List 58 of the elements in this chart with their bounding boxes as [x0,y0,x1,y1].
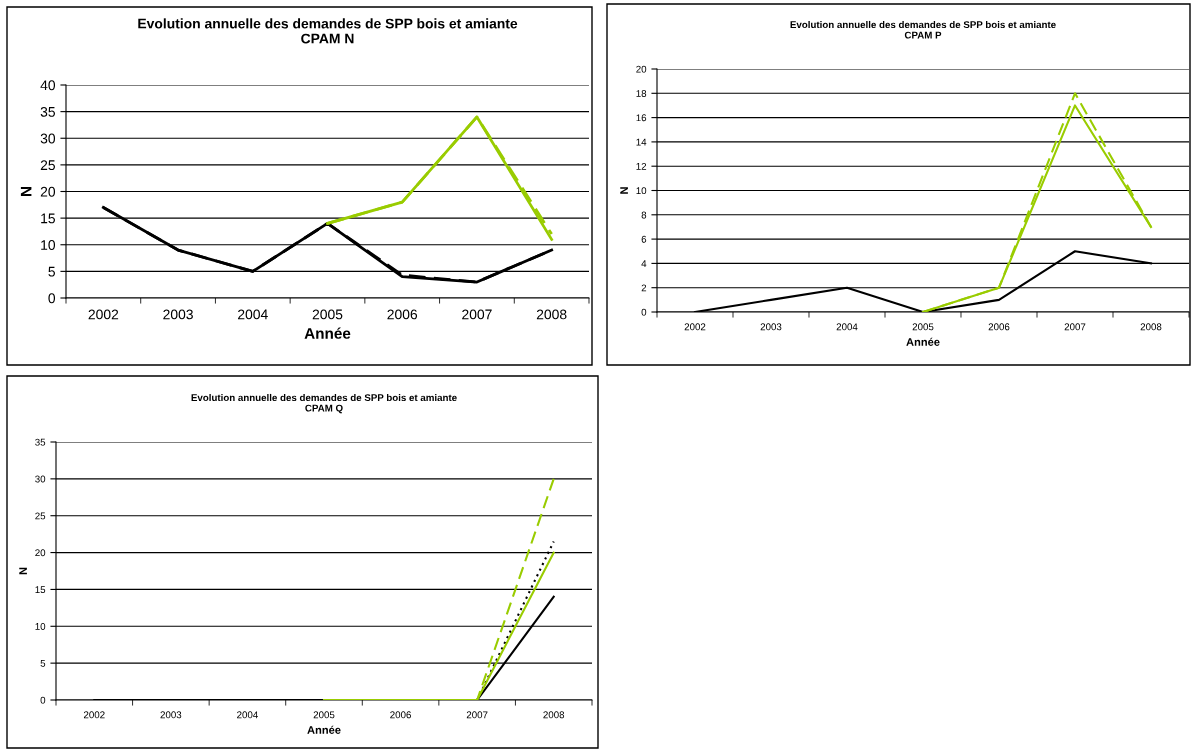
chart-title: Evolution annuelle des demandes de SPP bois et amiante CPAM P [790,20,1056,39]
y-tick-label: 10 [35,623,46,630]
x-tick-label: 2005 [312,309,343,320]
chart-title: Evolution annuelle des demandes de SPP bois et amiante CPAM N [138,18,518,44]
x-tick-label: 2006 [390,711,411,719]
y-tick-label: 10 [636,187,647,195]
y-tick-label: 6 [641,235,647,243]
y-tick-label: 35 [35,438,46,446]
x-tick-label: 2007 [462,309,492,320]
y-tick-label: 30 [35,475,46,483]
x-tick-label: 2007 [466,711,488,719]
x-tick-label: 2002 [83,711,105,719]
x-tick-label: 2008 [543,711,565,719]
y-tick-label: 18 [636,90,647,97]
x-tick-label: 2004 [836,323,858,331]
x-tick-label: 2002 [88,309,119,320]
y-tick-label: 12 [636,162,647,170]
y-axis-title: N [620,187,628,194]
y-tick-label: 20 [636,65,647,73]
y-tick-label: 5 [40,659,46,667]
chart-title: Evolution annuelle des demandes de SPP bois et amiante CPAM Q [191,393,457,414]
y-tick-label: 10 [41,240,56,250]
x-tick-label: 2007 [1064,323,1086,331]
y-tick-label: 0 [641,308,647,316]
y-tick-label: 25 [40,160,55,171]
y-tick-label: 30 [40,133,56,144]
x-tick-label: 2005 [313,711,335,719]
x-tick-label: 2003 [760,323,782,331]
x-tick-label: 2005 [912,323,934,331]
y-tick-label: 25 [35,512,46,520]
y-tick-label: 5 [48,266,55,277]
x-tick-label: 2008 [536,309,567,320]
x-tick-label: 2004 [237,711,258,719]
x-axis-title: Année [906,337,940,346]
y-axis-title: N [20,187,32,196]
x-axis-title: Année [304,327,351,339]
x-tick-label: 2002 [684,323,706,331]
y-tick-label: 0 [48,293,56,304]
y-tick-label: 14 [636,138,647,146]
x-axis-title: Année [307,725,341,734]
y-tick-label: 35 [40,106,55,117]
x-tick-label: 2003 [160,711,182,719]
x-tick-label: 2003 [163,309,193,320]
y-tick-label: 8 [641,211,647,219]
y-tick-label: 20 [40,186,56,197]
x-tick-label: 2008 [1140,323,1162,331]
x-tick-label: 2004 [238,309,268,320]
y-tick-label: 15 [41,213,55,224]
x-tick-label: 2006 [387,309,418,320]
y-tick-label: 2 [641,284,647,292]
y-tick-label: 15 [35,586,46,594]
y-tick-label: 20 [35,549,46,557]
y-axis-title: N [19,567,27,575]
x-tick-label: 2006 [988,323,1010,331]
y-tick-label: 40 [40,80,56,91]
y-tick-label: 0 [40,696,46,704]
y-tick-label: 16 [636,114,647,122]
y-tick-label: 4 [641,260,647,267]
